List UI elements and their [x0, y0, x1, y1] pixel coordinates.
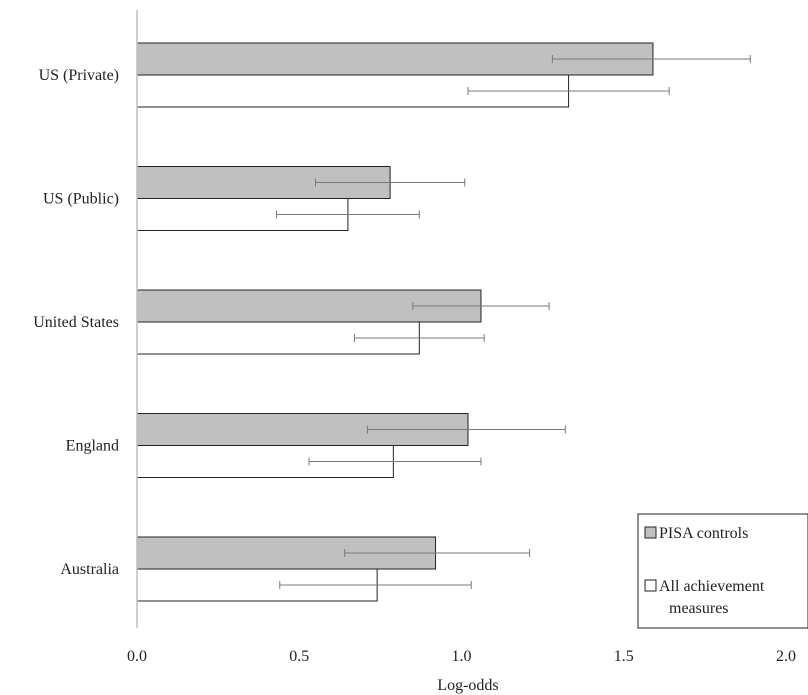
error-bar	[366, 425, 566, 434]
legend: PISA controls All achievement measures	[637, 513, 808, 629]
error-bar	[276, 210, 420, 219]
bars	[136, 42, 654, 602]
category-label: United States	[33, 314, 119, 331]
legend-swatch-all-achievement	[644, 579, 657, 592]
x-tick-label: 0.5	[289, 648, 309, 665]
legend-swatch-pisa-controls	[644, 526, 657, 539]
x-tick-label: 1.5	[614, 648, 634, 665]
category-label: US (Public)	[43, 191, 119, 208]
error-bar	[412, 302, 550, 310]
legend-label-all-achievement-line2: measures	[669, 600, 729, 617]
x-axis-label: Log-odds	[437, 677, 498, 694]
error-bar	[467, 87, 670, 95]
category-labels: US (Private) US (Public) United States Engl…	[33, 67, 119, 578]
category-label: US (Private)	[39, 67, 119, 84]
legend-label-all-achievement-line1: All achievement	[659, 578, 765, 595]
error-bar	[551, 55, 751, 63]
error-bar	[344, 549, 531, 557]
x-tick-label: 2.0	[776, 648, 796, 665]
x-tick-label: 1.0	[452, 648, 472, 665]
category-label: England	[66, 438, 119, 455]
error-bar	[353, 334, 485, 342]
x-tick-labels: 0.0 0.5 1.0 1.5 2.0	[127, 648, 796, 665]
legend-box	[637, 513, 808, 629]
error-bars	[276, 55, 751, 589]
error-bar	[279, 581, 472, 589]
error-bar	[308, 457, 482, 466]
error-bar	[314, 178, 466, 187]
legend-label-pisa-controls: PISA controls	[659, 525, 748, 542]
x-tick-label: 0.0	[127, 648, 147, 665]
category-label: Australia	[60, 561, 119, 578]
